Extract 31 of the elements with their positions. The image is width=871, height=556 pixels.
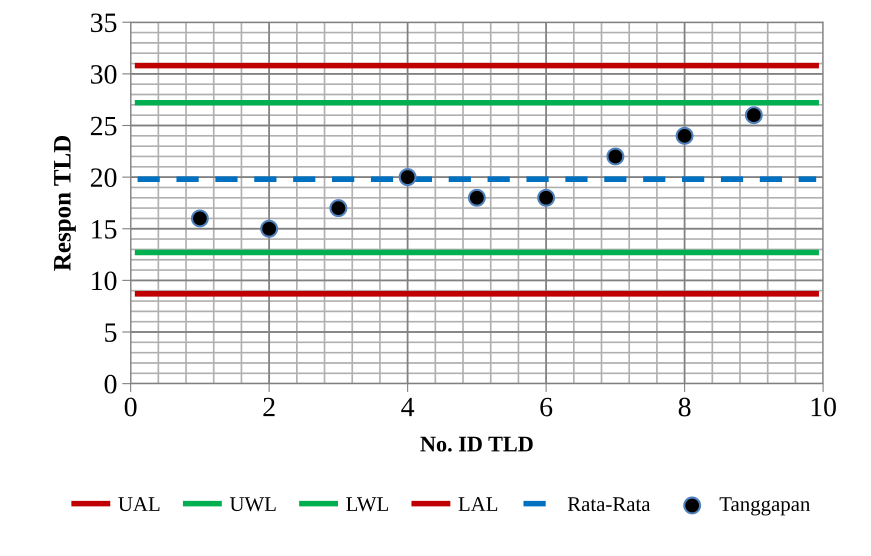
y-tick-label: 5 (105, 323, 116, 342)
point (398, 168, 417, 186)
point (329, 199, 348, 218)
y-tick-label: 15 (92, 220, 116, 239)
y-tick-label: 20 (90, 168, 116, 188)
legend-label: UAL (118, 497, 160, 512)
point (537, 188, 556, 207)
legend-label: LAL (458, 497, 498, 511)
legend-label: Rata-Rata (568, 497, 650, 512)
y-tick-label: 25 (90, 116, 116, 136)
point (606, 148, 624, 166)
x-axis-title: No. ID TLD (420, 436, 533, 452)
point (744, 106, 763, 124)
y-axis-title: Respon TLD (54, 136, 76, 271)
legend-label: LWL (346, 497, 388, 512)
x-tick-label: 2 (263, 398, 275, 416)
point (260, 220, 278, 238)
legend-label: Tanggapan (720, 497, 810, 516)
x-tick-label: 0 (124, 398, 137, 416)
x-tick-label: 8 (678, 398, 690, 416)
y-tick-label: 35 (91, 13, 116, 32)
legend-label: UWL (230, 497, 276, 512)
point (190, 209, 209, 228)
y-tick-label: 10 (92, 272, 116, 290)
x-tick-label: 4 (401, 398, 414, 416)
y-tick-label: 0 (104, 374, 116, 394)
x-tick-label: 10 (812, 398, 836, 416)
x-tick-label: 6 (540, 398, 552, 416)
point (676, 126, 694, 145)
point (468, 188, 486, 207)
y-tick-label: 30 (91, 65, 116, 84)
